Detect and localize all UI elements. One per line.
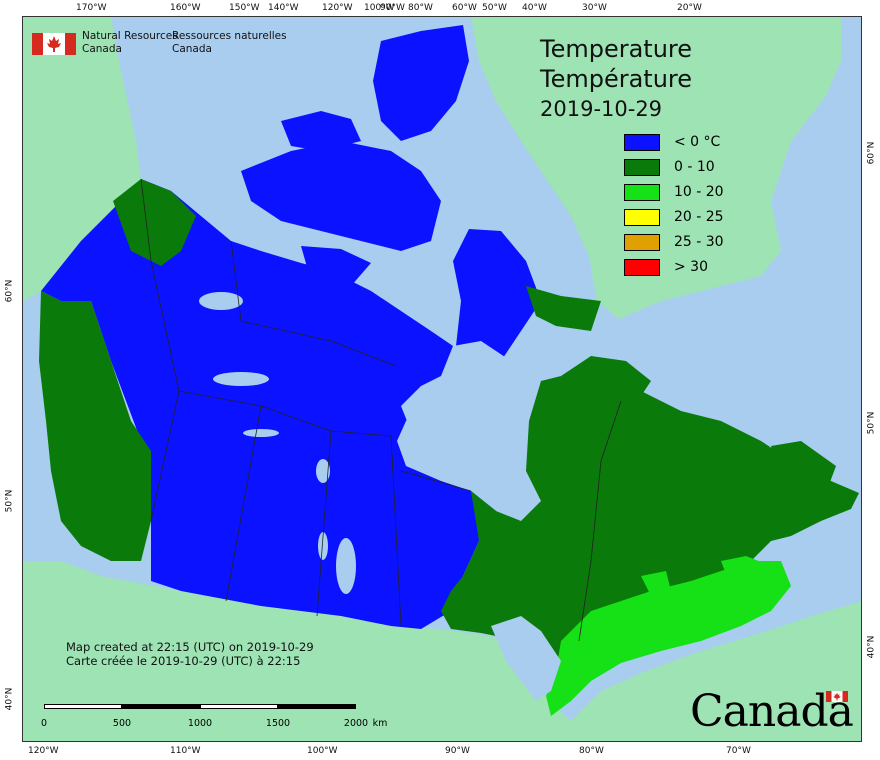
canada-flag-icon xyxy=(32,33,76,55)
canada-cool-east xyxy=(441,376,859,661)
lake-manitoba xyxy=(318,532,328,560)
legend-swatch xyxy=(624,259,660,276)
tick-bottom-80w: 80°W xyxy=(579,746,604,756)
map-graphic xyxy=(23,17,861,741)
land-outside-alaska xyxy=(23,17,141,301)
james-bay xyxy=(491,441,519,491)
tick-bottom-70w: 70°W xyxy=(726,746,751,756)
scale-label: 0 xyxy=(40,718,48,729)
tick-top-150w: 150°W xyxy=(229,3,260,13)
tick-top-40w: 40°W xyxy=(522,3,547,13)
agency-name-en: Natural Resources Canada xyxy=(82,30,178,55)
lake-great-slave xyxy=(213,372,269,386)
legend-swatch xyxy=(624,234,660,251)
canada-cool-yukon xyxy=(113,179,196,266)
legend-label: 10 - 20 xyxy=(674,184,724,200)
canada-mild-maritimes xyxy=(721,556,771,601)
hudson-bay xyxy=(401,341,531,446)
map-title: Temperature Température 2019-10-29 xyxy=(540,34,692,124)
tick-right-40n: 40°N xyxy=(866,635,877,659)
land-outside-south xyxy=(23,561,861,741)
iceland xyxy=(801,25,839,81)
map-credit: Map created at 22:15 (UTC) on 2019-10-29… xyxy=(66,640,314,668)
lake-athabasca xyxy=(243,429,279,437)
tick-top-120w: 120°W xyxy=(322,3,353,13)
map-canvas xyxy=(22,16,862,742)
canada-cool-west-coast xyxy=(39,291,151,561)
scale-segment xyxy=(44,704,122,709)
tick-left-40n: 40°N xyxy=(4,687,15,711)
tick-top-50w: 50°W xyxy=(482,3,507,13)
great-lakes xyxy=(491,616,561,701)
scale-label: 500 xyxy=(112,718,132,729)
legend-swatch xyxy=(624,159,660,176)
title-en: Temperature xyxy=(540,35,693,63)
tick-top-170w: 170°W xyxy=(76,3,107,13)
wordmark-flag-icon xyxy=(826,691,848,702)
lake-reindeer xyxy=(316,459,330,483)
tick-top-100w: 100°W xyxy=(364,3,395,13)
scale-segment xyxy=(122,704,200,709)
legend-label: > 30 xyxy=(674,259,708,275)
tick-top-80w: 80°W xyxy=(408,3,433,13)
tick-top-20w: 20°W xyxy=(677,3,702,13)
canada-cold-mainland xyxy=(41,179,496,629)
tick-top-30w: 30°W xyxy=(582,3,607,13)
legend-swatch xyxy=(624,184,660,201)
legend-label: 20 - 25 xyxy=(674,209,724,225)
agency-name-fr: Ressources naturelles Canada xyxy=(172,30,287,55)
legend-label: 0 - 10 xyxy=(674,159,715,175)
scale-label: 1000 xyxy=(187,718,213,729)
title-date: 2019-10-29 xyxy=(540,97,663,121)
arctic-island-baffin xyxy=(453,229,541,371)
arctic-island-central xyxy=(241,141,441,251)
scale-label: 2000 xyxy=(343,718,369,729)
legend-swatch xyxy=(624,134,660,151)
tick-top-160w: 160°W xyxy=(170,3,201,13)
legend-swatch xyxy=(624,209,660,226)
scale-unit: km xyxy=(372,718,388,729)
legend-label: < 0 °C xyxy=(674,134,721,150)
tick-left-50n: 50°N xyxy=(4,489,15,513)
tick-bottom-100w: 100°W xyxy=(307,746,338,756)
title-fr: Température xyxy=(540,65,693,93)
arctic-island-victoria xyxy=(301,246,371,286)
tick-top-140w: 140°W xyxy=(268,3,299,13)
canada-mild-pei xyxy=(641,571,671,596)
canada-cool-newfoundland xyxy=(771,441,836,511)
tick-right-50n: 50°N xyxy=(866,411,877,435)
tick-top-60w: 60°W xyxy=(452,3,477,13)
credit-fr: Carte créée le 2019-10-29 (UTC) à 22:15 xyxy=(66,654,301,668)
scale-segment xyxy=(278,704,356,709)
scale-label: 1500 xyxy=(265,718,291,729)
scale-segment xyxy=(200,704,278,709)
canada-mild-south xyxy=(546,561,791,716)
arctic-island-north xyxy=(281,111,361,151)
tick-right-60n: 60°N xyxy=(866,141,877,165)
tick-bottom-110w: 110°W xyxy=(170,746,201,756)
arctic-island-ellesmere xyxy=(373,25,469,141)
tick-left-60n: 60°N xyxy=(4,279,15,303)
lake-great-bear xyxy=(199,292,243,310)
credit-en: Map created at 22:15 (UTC) on 2019-10-29 xyxy=(66,640,314,654)
canada-cool-baffin-south xyxy=(526,286,601,331)
canada-cool-labrador xyxy=(561,356,651,396)
tick-top-90w: 90°W xyxy=(380,3,405,13)
tick-bottom-120w: 120°W xyxy=(28,746,59,756)
province-borders xyxy=(140,178,622,642)
lake-winnipeg xyxy=(336,538,356,594)
legend-label: 25 - 30 xyxy=(674,234,724,250)
tick-bottom-90w: 90°W xyxy=(445,746,470,756)
